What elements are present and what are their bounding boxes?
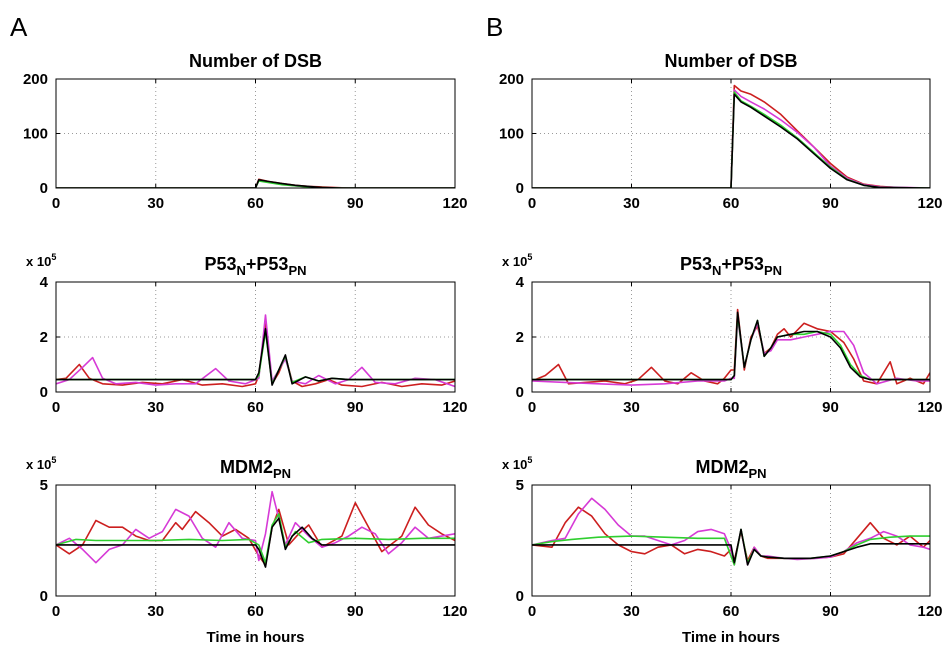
x-tick-label: 90 xyxy=(347,195,364,212)
y-tick-label: 0 xyxy=(40,384,48,401)
chart-title: MDM2PN xyxy=(220,457,291,481)
y-tick-label: 2 xyxy=(516,329,524,346)
series-line-2 xyxy=(532,317,930,386)
y-tick-label: 2 xyxy=(40,329,48,346)
y-tick-label: 4 xyxy=(40,274,49,291)
x-tick-label: 90 xyxy=(822,399,839,416)
y-tick-label: 0 xyxy=(516,384,524,401)
chart-panel-a-3: 0 30 60 90 120 0 5 MDM2PN x 105 Time in hours xyxy=(26,455,468,646)
x-tick-label: 0 xyxy=(52,603,60,620)
scale-label: x 105 xyxy=(502,252,532,269)
series-line-4 xyxy=(56,517,455,568)
panel-letter-b: B xyxy=(486,12,503,42)
series-line-2 xyxy=(56,314,455,388)
series-line-3 xyxy=(56,330,455,385)
y-tick-label: 0 xyxy=(516,180,524,197)
x-tick-label: 90 xyxy=(347,399,364,416)
y-tick-label: 4 xyxy=(516,274,525,291)
chart-panel-b-3: 0 30 60 90 120 0 5 MDM2PN x 105 Time in hours xyxy=(502,455,943,646)
y-tick-label: 0 xyxy=(40,180,48,197)
x-tick-label: 30 xyxy=(623,399,640,416)
x-tick-label: 60 xyxy=(247,603,264,620)
scale-label: x 105 xyxy=(502,455,532,472)
x-tick-label: 120 xyxy=(917,603,942,620)
x-tick-label: 0 xyxy=(52,399,60,416)
x-tick-label: 120 xyxy=(917,195,942,212)
x-tick-label: 30 xyxy=(623,195,640,212)
x-tick-label: 0 xyxy=(528,399,536,416)
chart-title: Number of DSB xyxy=(189,51,322,71)
chart-panel-b-2: 0 30 60 90 120 0 2 4 P53N+P53PN x 105 xyxy=(502,252,943,416)
x-tick-label: 120 xyxy=(442,195,467,212)
x-tick-label: 30 xyxy=(147,603,164,620)
x-tick-label: 60 xyxy=(723,399,740,416)
x-tick-label: 60 xyxy=(247,399,264,416)
series-line-4 xyxy=(532,311,930,381)
y-tick-label: 0 xyxy=(40,588,48,605)
x-tick-label: 120 xyxy=(917,399,942,416)
y-tick-label: 0 xyxy=(516,588,524,605)
x-tick-label: 30 xyxy=(147,195,164,212)
series-line-4 xyxy=(532,93,930,188)
chart-title: P53N+P53PN xyxy=(204,254,306,278)
y-tick-label: 100 xyxy=(23,126,48,143)
panel-letter-a: A xyxy=(10,12,28,42)
scale-label: x 105 xyxy=(26,455,56,472)
x-tick-label: 90 xyxy=(822,603,839,620)
y-tick-label: 100 xyxy=(499,126,524,143)
chart-title: P53N+P53PN xyxy=(680,254,782,278)
scale-label: x 105 xyxy=(26,252,56,269)
x-tick-label: 90 xyxy=(822,195,839,212)
y-tick-label: 5 xyxy=(516,477,524,494)
x-tick-label: 120 xyxy=(442,603,467,620)
series-line-1 xyxy=(56,322,455,388)
x-tick-label: 0 xyxy=(528,603,536,620)
chart-title: Number of DSB xyxy=(664,51,797,71)
x-tick-label: 60 xyxy=(723,603,740,620)
y-tick-label: 200 xyxy=(23,71,48,88)
x-tick-label: 120 xyxy=(442,399,467,416)
chart-panel-a-1: 0 30 60 90 120 0 100 200 Number of DSB xyxy=(23,51,468,212)
chart-title: MDM2PN xyxy=(695,457,766,481)
series-line-4 xyxy=(56,328,455,386)
series-line-2 xyxy=(56,490,455,564)
chart-panel-b-1: 0 30 60 90 120 0 100 200 Number of DSB xyxy=(499,51,943,212)
x-tick-label: 0 xyxy=(52,195,60,212)
x-axis-label: Time in hours xyxy=(206,629,304,646)
y-tick-label: 200 xyxy=(499,71,524,88)
x-tick-label: 30 xyxy=(147,399,164,416)
y-tick-label: 5 xyxy=(40,477,48,494)
series-line-4 xyxy=(532,528,930,566)
chart-panel-a-2: 0 30 60 90 120 0 2 4 P53N+P53PN x 105 xyxy=(26,252,468,416)
x-axis-label: Time in hours xyxy=(682,629,780,646)
x-tick-label: 90 xyxy=(347,603,364,620)
x-tick-label: 0 xyxy=(528,195,536,212)
x-tick-label: 30 xyxy=(623,603,640,620)
x-tick-label: 60 xyxy=(247,195,264,212)
x-tick-label: 60 xyxy=(723,195,740,212)
